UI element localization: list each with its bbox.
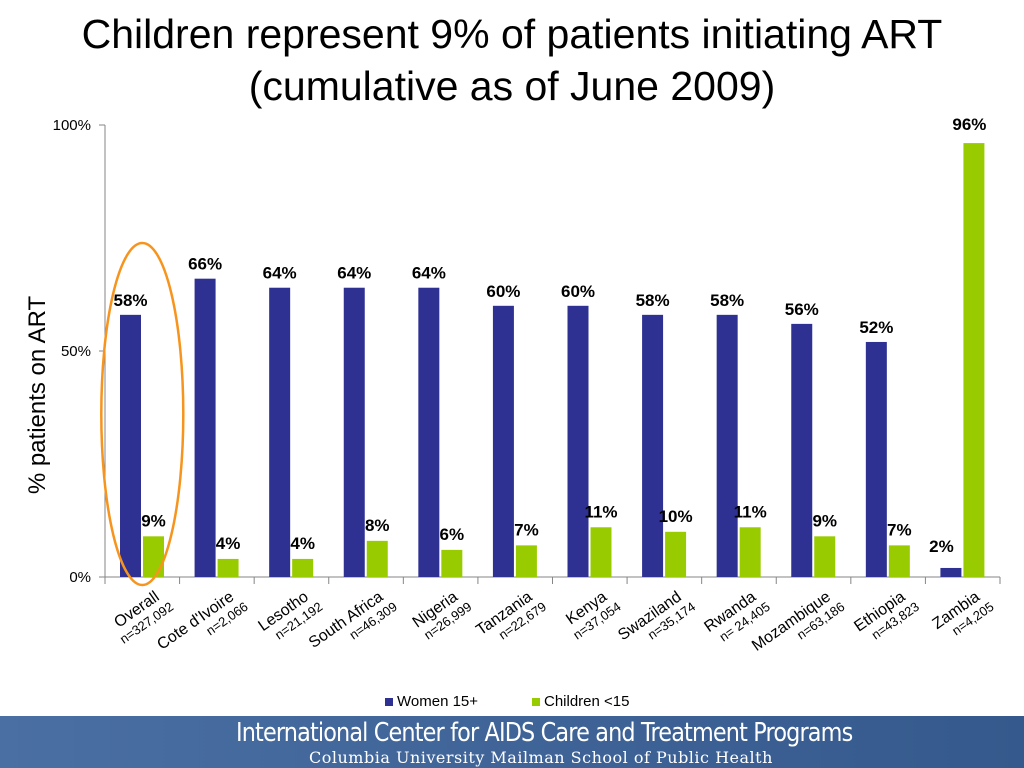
legend-label: Women 15+ <box>397 693 478 710</box>
bar <box>143 536 164 577</box>
chart-title: Children represent 9% of patients initia… <box>0 8 1024 112</box>
data-label: 58% <box>710 291 744 310</box>
bar <box>120 314 141 577</box>
bar <box>665 531 687 577</box>
legend-swatch <box>385 698 393 706</box>
data-label: 66% <box>188 255 222 274</box>
bar <box>888 545 910 577</box>
data-label: 6% <box>440 525 465 544</box>
data-label: 10% <box>659 507 693 526</box>
chart-title-line1: Children represent 9% of patients initia… <box>81 11 943 57</box>
y-tick-label: 50% <box>61 343 91 360</box>
bar <box>814 536 836 577</box>
bar-chart: 0%50%100%% patients on ART 58%9%Overalln=… <box>24 115 1001 710</box>
bar <box>567 305 589 577</box>
data-label: 60% <box>486 282 520 301</box>
bar <box>492 305 514 577</box>
data-label: 4% <box>216 534 241 553</box>
data-label: 96% <box>952 115 986 134</box>
legend-swatch <box>532 698 540 706</box>
data-label: 56% <box>785 300 819 319</box>
data-label: 64% <box>263 264 297 283</box>
bar <box>292 558 314 577</box>
data-label: 2% <box>929 537 954 556</box>
bar <box>590 527 612 577</box>
bar <box>441 549 463 577</box>
data-label: 60% <box>561 282 595 301</box>
data-label: 11% <box>584 502 617 521</box>
data-label: 4% <box>290 534 315 553</box>
data-label: 9% <box>812 511 837 530</box>
bar <box>963 143 985 577</box>
bar <box>716 314 738 577</box>
bar <box>418 287 440 577</box>
legend-label: Children <15 <box>544 693 629 710</box>
bar <box>366 540 388 577</box>
footer-school-name: Columbia University Mailman School of Pu… <box>309 748 773 767</box>
bar <box>217 558 239 577</box>
data-label: 8% <box>365 516 390 535</box>
footer-banner: International Center for AIDS Care and T… <box>0 716 1024 768</box>
footer-org-name: International Center for AIDS Care and T… <box>236 718 853 748</box>
data-label: 9% <box>141 511 166 530</box>
bar <box>642 314 664 577</box>
chart-title-line2: (cumulative as of June 2009) <box>248 63 776 109</box>
data-label: 58% <box>113 291 147 310</box>
data-label: 64% <box>337 264 371 283</box>
bar <box>515 545 537 577</box>
bar <box>865 341 887 577</box>
data-label: 64% <box>412 264 446 283</box>
bar <box>791 323 813 577</box>
data-label: 52% <box>859 318 893 337</box>
y-axis-label: % patients on ART <box>24 295 51 494</box>
data-label: 7% <box>887 520 912 539</box>
y-tick-label: 0% <box>69 569 91 586</box>
bar <box>343 287 365 577</box>
data-label: 7% <box>514 520 539 539</box>
bar <box>940 567 962 577</box>
highlight-ellipse <box>100 241 185 587</box>
bar <box>194 278 216 577</box>
bar <box>739 527 761 577</box>
data-label: 11% <box>734 502 767 521</box>
bar <box>269 287 291 577</box>
data-label: 58% <box>636 291 670 310</box>
y-tick-label: 100% <box>53 117 91 134</box>
